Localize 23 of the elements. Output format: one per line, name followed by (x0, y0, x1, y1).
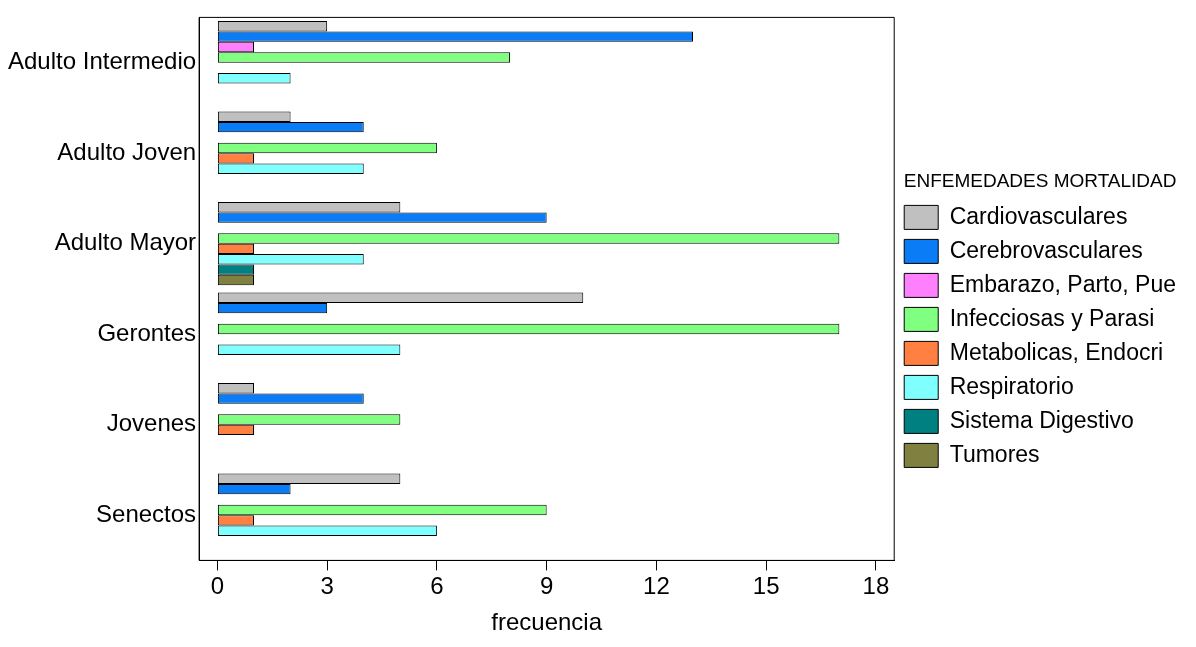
y-tick-label: Senectos (96, 499, 197, 527)
y-tick-label: Gerontes (97, 318, 197, 346)
legend-label: Respiratorio (949, 372, 1074, 399)
legend-title: ENFEMEDADES MORTALIDAD (903, 170, 1177, 192)
y-tick-label: Adulto Mayor (54, 228, 197, 256)
x-tick-label: 15 (752, 572, 780, 600)
legend-label: Cardiovasculares (949, 202, 1128, 229)
x-tick-label: 0 (210, 572, 225, 600)
legend-label: Tumores (949, 440, 1040, 467)
x-tick-label: 9 (539, 572, 554, 600)
x-tick-label: 12 (643, 572, 670, 600)
x-tick-label: 3 (320, 572, 334, 600)
y-tick-label: Adulto Intermedio (8, 47, 197, 75)
legend-label: Cerebrovasculares (949, 236, 1143, 263)
legend-label: Infecciosas y Parasi (949, 304, 1155, 331)
y-tick-label: Adulto Joven (57, 137, 197, 165)
legend-label: Embarazo, Parto, Pue (949, 270, 1177, 297)
legend-label: Sistema Digestivo (949, 406, 1134, 433)
x-tick-label: 6 (430, 572, 444, 600)
legend-label: Metabolicas, Endocri (949, 338, 1164, 365)
x-axis-title: frecuencia (491, 608, 603, 636)
y-tick-label: Jovenes (106, 409, 197, 437)
x-tick-label: 18 (862, 572, 890, 600)
